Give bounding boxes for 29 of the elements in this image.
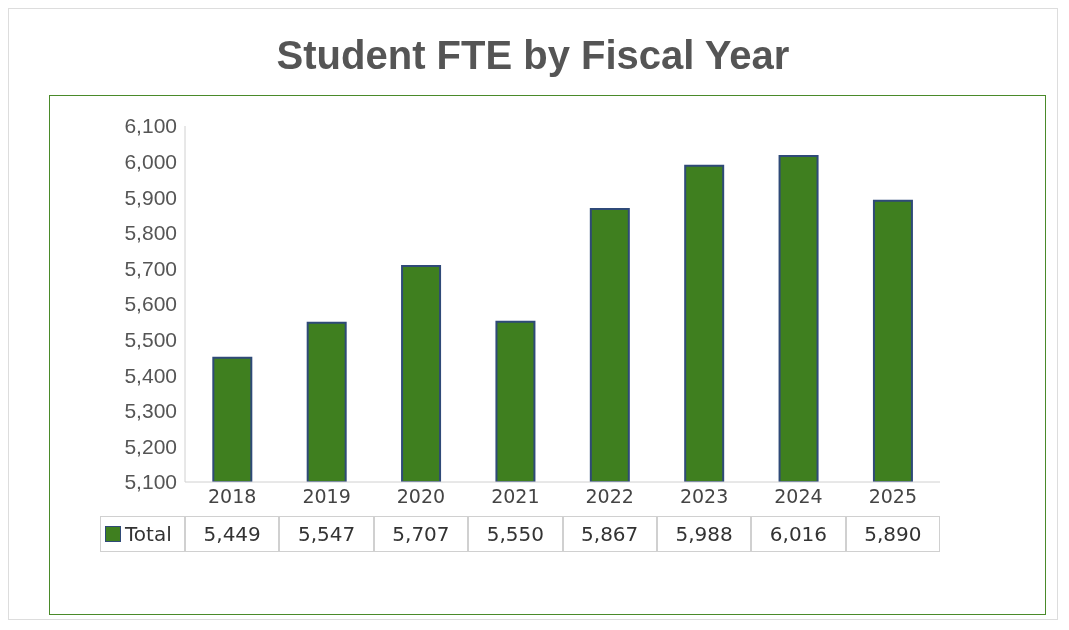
y-tick-label: 6,100 [124,114,177,138]
data-label: 5,890 [845,516,940,552]
y-tick-label: 5,900 [124,185,177,209]
data-label: 5,867 [562,516,657,552]
data-label: 5,988 [656,516,752,552]
y-tick-label: 5,500 [124,328,177,352]
data-label: 5,449 [185,516,280,552]
y-tick-label: 5,400 [124,363,177,387]
y-tick-label: 5,300 [124,399,177,423]
x-tick-label: 2024 [774,485,823,508]
x-tick-label: 2023 [679,485,729,508]
y-tick-label: 6,000 [124,150,177,174]
data-label: 5,550 [468,516,563,552]
y-tick-label: 5,200 [124,434,177,458]
x-tick-label: 2020 [396,485,446,508]
x-tick-label: 2019 [302,485,351,508]
x-tick-label: 2018 [208,485,257,508]
x-tick-label: 2022 [585,485,634,508]
y-tick-label: 5,600 [124,292,177,316]
chart-title: Student FTE by Fiscal Year [275,33,791,79]
data-label: 6,016 [751,516,846,552]
x-tick-label: 2021 [491,485,540,508]
data-label: 5,547 [279,516,374,552]
y-tick-label: 5,700 [124,256,177,280]
y-tick-label: 5,100 [124,470,177,494]
legend-label: Total [100,516,185,552]
y-tick-label: 5,800 [124,221,177,245]
x-tick-label: 2025 [868,485,917,508]
data-label: 5,707 [373,516,469,552]
